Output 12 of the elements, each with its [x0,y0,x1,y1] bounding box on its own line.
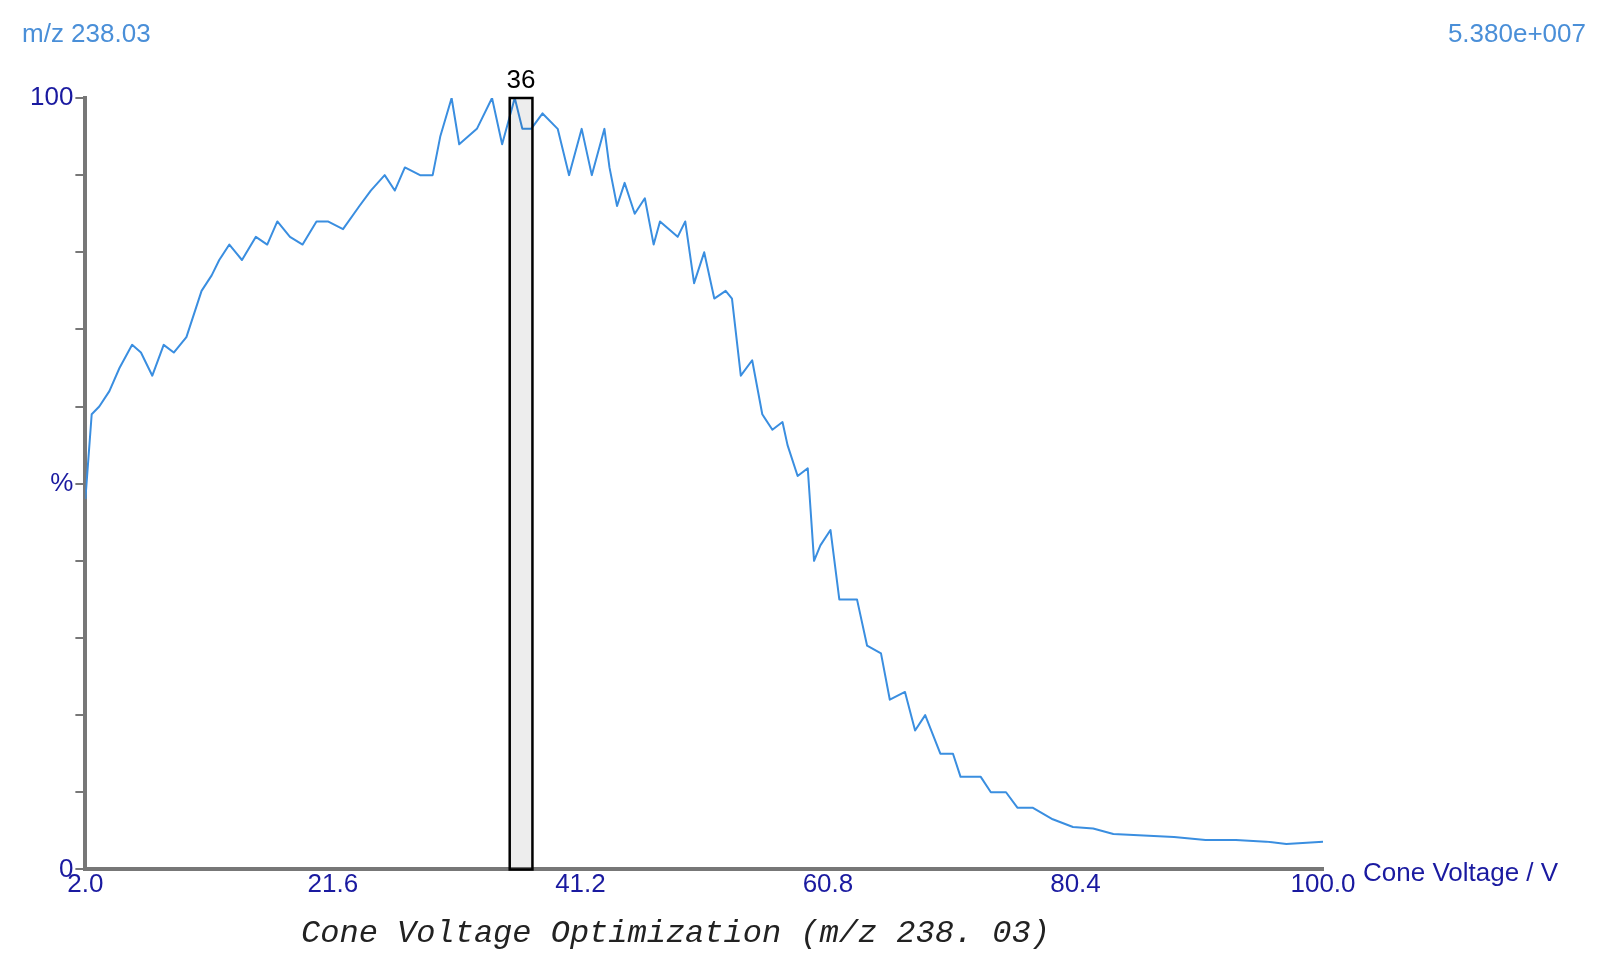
x-tick-label: 100.0 [1290,868,1356,899]
y-tick-label: 100 [29,81,74,112]
text: Cone Voltage Optimization (m/z 238. 03) [301,915,1050,953]
band-label: 36 [506,64,536,95]
x-tick-label: 21.6 [307,868,359,899]
x-tick-label: 80.4 [1050,868,1101,899]
x-axis-title: Cone Voltage / V [1363,856,1559,887]
text: 5.380e+007 [1447,18,1586,49]
y-tick-label: % [50,466,74,497]
text: m/z 238.03 [22,18,151,49]
x-tick-label: 60.8 [802,868,854,899]
x-tick-label: 41.2 [555,868,606,899]
